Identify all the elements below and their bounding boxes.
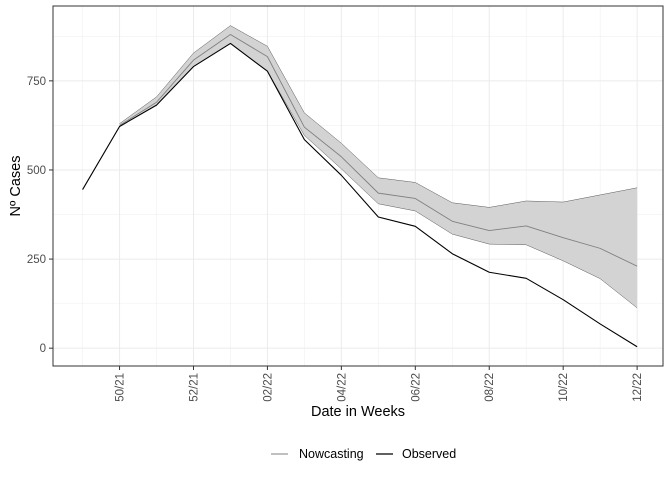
y-axis-ticks: 0 250 500 750 — [27, 76, 53, 355]
x-tick-label: 50/21 — [115, 373, 127, 402]
x-tick-label: 06/22 — [410, 373, 422, 402]
legend-label-nowcasting: Nowcasting — [299, 447, 364, 461]
y-tick-label: 750 — [27, 76, 46, 88]
band-area — [119, 25, 638, 308]
band-upper-edge — [119, 25, 638, 208]
x-tick-label: 08/22 — [484, 373, 496, 402]
y-tick-label: 250 — [27, 254, 46, 266]
x-tick-label: 02/22 — [262, 373, 274, 402]
x-axis-ticks: 50/21 52/21 02/22 04/22 06/22 08/22 10/22 12/22 — [115, 366, 644, 402]
legend-label-observed: Observed — [402, 447, 456, 461]
series-lines — [82, 34, 638, 348]
y-tick-label: 0 — [40, 343, 46, 355]
legend: Nowcasting Observed — [271, 447, 456, 461]
x-tick-label: 04/22 — [336, 373, 348, 402]
x-tick-label: 10/22 — [558, 373, 570, 402]
plot-border — [52, 5, 664, 367]
series-line-nowcasting — [119, 34, 638, 267]
x-tick-label: 12/22 — [632, 373, 644, 402]
y-axis-title: Nº Cases — [8, 156, 24, 217]
series-line-observed — [82, 42, 638, 348]
plot-panel — [53, 6, 663, 366]
y-tick-label: 500 — [27, 165, 46, 177]
x-tick-label: 52/21 — [188, 373, 200, 402]
x-axis-title: Date in Weeks — [311, 404, 405, 420]
